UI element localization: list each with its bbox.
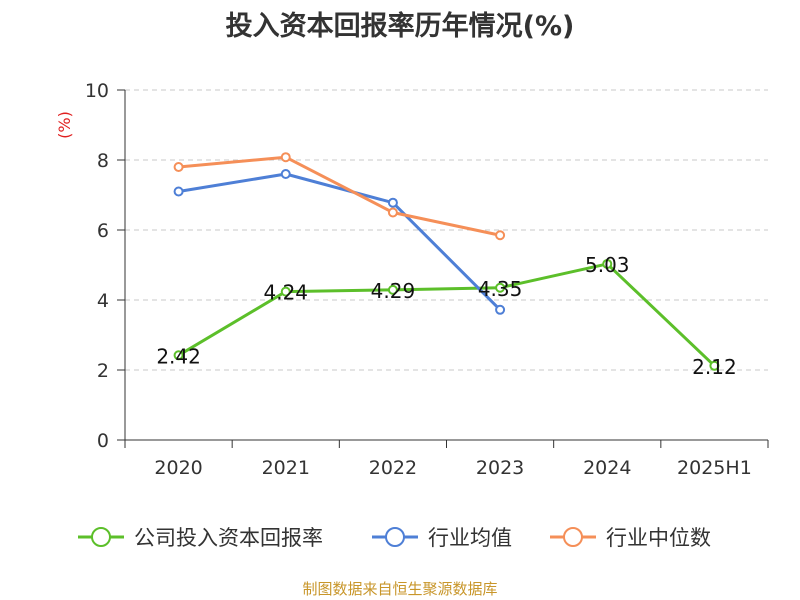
legend-marker	[385, 527, 405, 547]
data-point	[387, 284, 398, 295]
series-lines	[173, 152, 720, 371]
data-point	[495, 230, 506, 241]
data-label: 2.42	[156, 344, 201, 368]
data-labels: 2.42 4.24 4.29 4.35 5.03 2.12	[156, 253, 736, 379]
legend-marker	[91, 527, 111, 547]
chart-title: 投入资本回报率历年情况(%)	[225, 11, 575, 42]
data-label: 2.12	[692, 355, 737, 379]
x-tick-label: 2022	[369, 457, 417, 479]
x-tick-label: 2021	[262, 457, 310, 479]
data-point	[387, 197, 398, 208]
source-note: 制图数据来自恒生聚源数据库	[302, 580, 498, 598]
legend-label: 行业中位数	[606, 526, 711, 550]
legend-marker	[563, 527, 583, 547]
data-point	[280, 286, 291, 297]
legend: 公司投入资本回报率 行业均值 行业中位数	[78, 526, 711, 550]
legend-label: 公司投入资本回报率	[134, 526, 323, 550]
series-line	[177, 262, 716, 367]
y-tick-label: 6	[97, 220, 109, 242]
series-line	[178, 172, 502, 311]
legend-label: 行业均值	[428, 526, 512, 550]
data-point	[709, 360, 720, 371]
data-point	[280, 152, 291, 163]
data-point	[173, 162, 184, 172]
data-point	[495, 304, 506, 315]
data-point	[602, 258, 613, 269]
y-tick-label: 4	[97, 290, 109, 312]
y-tick-label: 10	[85, 80, 109, 102]
data-point	[280, 169, 291, 179]
data-label: 5.03	[585, 253, 630, 277]
y-axis-label: (%)	[55, 111, 74, 139]
y-tick-label: 0	[97, 430, 109, 452]
x-tick-label: 2025H1	[677, 457, 752, 479]
data-point	[173, 186, 184, 197]
data-point	[387, 207, 398, 218]
x-tick-label: 2020	[154, 457, 202, 479]
y-tick-label: 2	[97, 360, 109, 382]
data-label: 4.35	[478, 277, 523, 301]
data-label: 4.29	[371, 279, 416, 303]
series-line	[178, 155, 501, 237]
x-tick-label: 2023	[476, 457, 524, 479]
axes: 0 2 4 6 8 10 (%) 2020 2021 2022 2023 2024 2025H1	[55, 80, 769, 479]
grid-lines	[125, 89, 768, 371]
x-tick-label: 2024	[583, 457, 631, 479]
data-label: 4.24	[263, 281, 308, 305]
y-tick-label: 8	[97, 150, 109, 172]
data-point	[173, 350, 184, 361]
data-point	[495, 282, 506, 293]
